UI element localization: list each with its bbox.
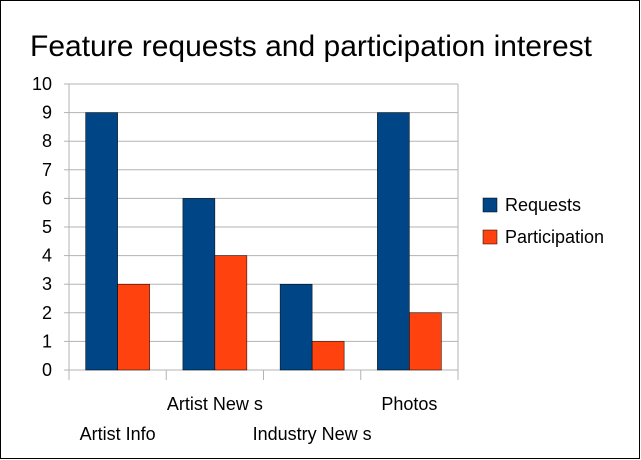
legend-swatch-requests xyxy=(482,197,498,213)
legend: Requests Participation xyxy=(482,195,604,247)
bar-requests xyxy=(182,198,216,371)
y-tick-label: 2 xyxy=(42,303,52,323)
y-tick-label: 1 xyxy=(42,331,52,351)
bar-participation xyxy=(117,283,150,371)
chart-title: Feature requests and participation inter… xyxy=(30,30,593,63)
y-tick-label: 0 xyxy=(42,360,52,380)
bar-participation xyxy=(409,312,442,371)
x-tick-label: Artist Info xyxy=(80,424,156,444)
y-tick-label: 8 xyxy=(42,131,52,151)
legend-label-requests: Requests xyxy=(505,195,581,215)
bar-participation xyxy=(214,255,248,371)
x-tick-label: Photos xyxy=(381,394,437,414)
bar-requests xyxy=(377,112,410,371)
legend-swatch-participation xyxy=(482,229,498,245)
y-tick-label: 7 xyxy=(42,160,52,180)
y-tick-label: 4 xyxy=(42,246,52,266)
bar-participation xyxy=(311,341,345,371)
y-tick-label: 10 xyxy=(32,74,52,94)
plot-area: 0 1 2 3 4 5 6 7 8 9 10 Artist Info Artist New s Indus… xyxy=(32,74,459,444)
x-tick-label: Artist New s xyxy=(167,394,263,414)
y-tick-label: 9 xyxy=(42,103,52,123)
y-tick-label: 6 xyxy=(42,188,52,208)
x-tick-label: Industry New s xyxy=(253,424,372,444)
bar-requests xyxy=(85,112,118,371)
bar-requests xyxy=(279,283,313,371)
y-tick-label: 3 xyxy=(42,274,52,294)
y-tick-label: 5 xyxy=(42,217,52,237)
legend-label-participation: Participation xyxy=(505,227,604,247)
